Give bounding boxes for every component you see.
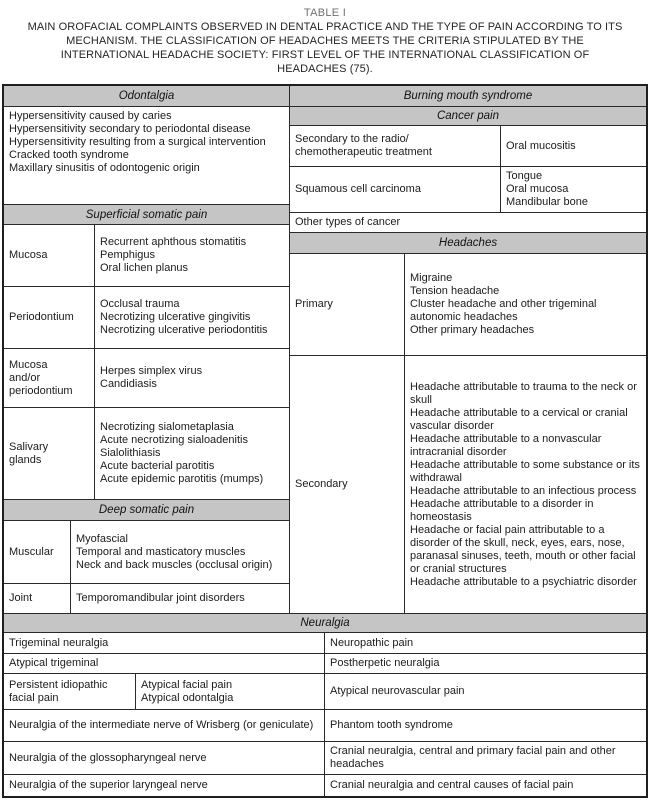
table-row: Salivary glands Necrotizing sialometapla… [4, 407, 289, 499]
bottom-section: Neuralgia Trigeminal neuralgia Neuropath… [4, 613, 646, 796]
row-content: Herpes simplex virus Candidiasis [94, 349, 289, 407]
row-label: Salivary glands [9, 440, 49, 466]
row-sublabel: Atypical facial pain Atypical odontalgia [135, 674, 324, 709]
table-row: Persistent idiopathic facial pain Atypic… [4, 673, 646, 709]
cancer-footer-row: Other types of cancer [290, 212, 646, 232]
table-row: Muscular Myofascial Temporal and mastica… [4, 520, 289, 583]
row-label: Joint [9, 592, 33, 604]
row-label: Trigeminal neuralgia [9, 636, 109, 649]
table-row: Secondary Headache attributable to traum… [290, 355, 646, 613]
row-label: Muscular [9, 545, 54, 558]
table-caption: MAIN OROFACIAL COMPLAINTS OBSERVED IN DE… [27, 21, 623, 75]
table-row: Neuralgia of the superior laryngeal nerv… [4, 774, 646, 796]
section-header-deep-somatic-pain: Deep somatic pain [4, 499, 289, 520]
row-label: Neuralgia of the superior laryngeal nerv… [9, 779, 208, 791]
table-row: Joint Temporomandibular joint disorders [4, 583, 289, 613]
row-content: Cranial neuralgia, central and primary f… [324, 742, 646, 774]
top-section: Odontalgia Hypersensitivity caused by ca… [4, 86, 646, 613]
row-content: Recurrent aphthous stomatitis Pemphigus … [94, 225, 289, 286]
row-label: Mucosa [9, 249, 48, 261]
row-label: Mucosa and/or periodontium [9, 358, 73, 397]
table-row: Secondary to the radio/ chemotherapeutic… [290, 125, 646, 166]
row-content: Phantom tooth syndrome [324, 710, 646, 741]
row-content: Temporomandibular joint disorders [70, 584, 289, 613]
table-row: Neuralgia of the intermediate nerve of W… [4, 709, 646, 741]
table-row: Periodontium Occlusal trauma Necrotizing… [4, 286, 289, 348]
row-label: Primary [295, 298, 333, 310]
row-content: Oral mucositis [500, 126, 646, 166]
section-header-cancer-pain: Cancer pain [290, 106, 646, 125]
row-content: Migraine Tension headache Cluster headac… [404, 254, 646, 355]
row-label: Neuralgia of the glossopharyngeal nerve [9, 751, 207, 764]
row-label: Secondary to the radio/ chemotherapeutic… [295, 133, 432, 158]
row-content: Headache attributable to trauma to the n… [404, 356, 646, 613]
row-label: Periodontium [9, 311, 74, 323]
section-header-neuralgia: Neuralgia [4, 614, 646, 632]
main-table: Odontalgia Hypersensitivity caused by ca… [2, 84, 648, 798]
row-content: Necrotizing sialometaplasia Acute necrot… [94, 408, 289, 499]
section-header-headaches: Headaches [290, 232, 646, 253]
left-column: Odontalgia Hypersensitivity caused by ca… [4, 86, 290, 613]
row-label: Persistent idiopathic facial pain [9, 678, 108, 704]
row-content: Cranial neuralgia and central causes of … [324, 775, 646, 796]
row-content: Postherpetic neuralgia [324, 654, 646, 673]
table-row: Trigeminal neuralgia Neuropathic pain [4, 632, 646, 653]
table-label: TABLE I [303, 7, 347, 19]
table-row: Squamous cell carcinoma Tongue Oral muco… [290, 166, 646, 212]
table-row: Atypical trigeminal Postherpetic neuralg… [4, 653, 646, 673]
section-header-superficial-somatic-pain: Superficial somatic pain [4, 204, 289, 224]
row-label: Squamous cell carcinoma [295, 183, 421, 195]
row-label: Neuralgia of the intermediate nerve of W… [9, 719, 314, 731]
row-content: Neuropathic pain [324, 633, 646, 653]
row-content: Tongue Oral mucosa Mandibular bone [500, 167, 646, 212]
right-column: Burning mouth syndrome Cancer pain Secon… [290, 86, 646, 613]
section-header-burning-mouth-syndrome: Burning mouth syndrome [290, 86, 646, 106]
row-content: Occlusal trauma Necrotizing ulcerative g… [94, 287, 289, 348]
row-label: Secondary [295, 478, 348, 490]
row-content: Myofascial Temporal and masticatory musc… [70, 521, 289, 583]
section-header-odontalgia: Odontalgia [4, 86, 289, 106]
table-row: Mucosa and/or periodontium Herpes simple… [4, 348, 289, 407]
row-content: Atypical neurovascular pain [324, 674, 646, 709]
table-row: Neuralgia of the glossopharyngeal nerve … [4, 741, 646, 774]
odontalgia-items: Hypersensitivity caused by caries Hypers… [4, 106, 289, 204]
table-row: Primary Migraine Tension headache Cluste… [290, 253, 646, 355]
row-label: Atypical trigeminal [9, 657, 99, 669]
table-row: Mucosa Recurrent aphthous stomatitis Pem… [4, 224, 289, 286]
title-block: TABLE I MAIN OROFACIAL COMPLAINTS OBSERV… [0, 0, 650, 84]
